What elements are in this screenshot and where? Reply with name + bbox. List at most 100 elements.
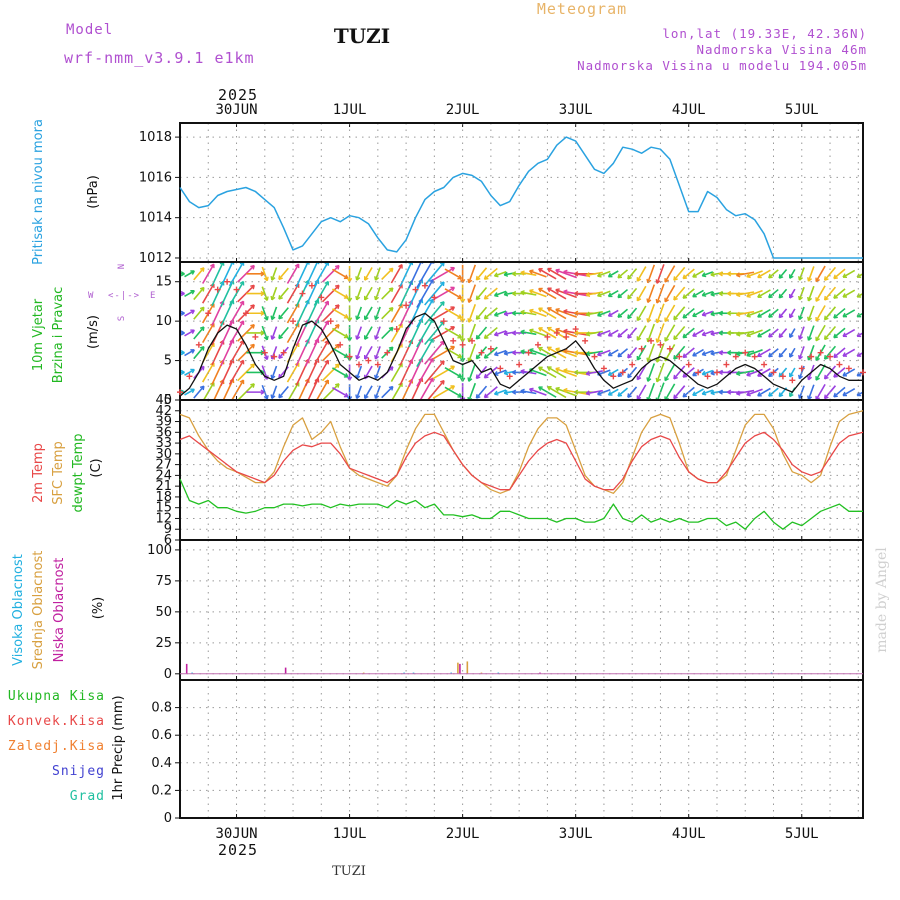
wind-arrow-head	[450, 266, 456, 272]
top-day-label: 30JUN	[215, 102, 257, 118]
wind-arrow-head	[746, 352, 751, 358]
wind-gust-marker	[421, 282, 428, 289]
wind-arrow	[647, 304, 656, 323]
wind-arrow-head	[374, 315, 380, 321]
wind-arrow	[701, 271, 714, 277]
wind-arrow	[746, 388, 763, 396]
wind-arrow-head	[735, 370, 741, 377]
wind-arrow	[701, 330, 714, 336]
wind-arrow-head	[520, 388, 525, 394]
wind-arrow	[304, 262, 319, 288]
temp-ytick-label: 15	[155, 501, 172, 516]
wind-arrow-head	[627, 334, 632, 339]
wind-gust-marker	[648, 337, 655, 344]
wind-arrow-head	[701, 272, 707, 278]
wind-arrow-head	[538, 268, 543, 273]
wind-arrow-head	[199, 306, 205, 312]
wind-arrow-head	[278, 275, 283, 281]
compass-e: E	[150, 291, 156, 301]
wind-arrow-head	[627, 353, 632, 359]
wind-arrow-head	[263, 316, 269, 321]
wind-gust-marker	[591, 353, 598, 360]
wind-arrow	[381, 385, 394, 399]
wind-arrow-head	[538, 346, 543, 352]
wind-arrow-head	[823, 355, 829, 360]
wind-arrow	[184, 349, 195, 357]
wind-arrow	[824, 306, 837, 321]
wind-arrow-head	[529, 328, 534, 334]
wind-ytick-label: 10	[155, 314, 172, 329]
wind-arrow-head	[692, 351, 697, 357]
wind-arrow-head	[833, 333, 838, 339]
temp-ytick-label: 36	[155, 425, 172, 440]
wind-arrow	[416, 262, 433, 289]
wind-arrow-head	[597, 272, 602, 278]
wind-arrow-head	[636, 277, 642, 282]
wind-arrow-head	[701, 390, 707, 396]
wind-arrow-head	[278, 354, 283, 359]
wind-arrow	[746, 368, 763, 377]
wind-arrow	[286, 263, 300, 284]
temp-ytick-label: 9	[164, 522, 172, 537]
wind-arrow	[842, 388, 856, 397]
wind-arrow	[673, 286, 686, 301]
wind-arrow-head	[374, 335, 380, 340]
bottom-day-label: 2JUL	[446, 826, 480, 842]
wind-arrow	[815, 324, 826, 342]
wind-gust-marker	[685, 361, 692, 368]
wind-arrow-head	[278, 314, 283, 320]
pressure-ytick-label: 1016	[139, 170, 172, 185]
wind-arrow	[586, 350, 603, 355]
wind-arrow-head	[636, 316, 642, 322]
wind-gust-marker	[657, 341, 664, 348]
wind-arrow-head	[363, 354, 369, 360]
wind-arrow-head	[617, 332, 623, 338]
wind-arrow	[444, 386, 462, 398]
wind-arrow-head	[429, 377, 434, 383]
wind-arrow	[636, 285, 647, 302]
wind-arrow-head	[710, 350, 715, 356]
temp-ytick-label: 18	[155, 490, 172, 505]
wind-arrow	[608, 309, 619, 317]
wind-arrow-head	[701, 291, 707, 297]
wind-arrow	[304, 338, 319, 367]
wind-gust-marker	[346, 353, 353, 360]
wind-arrow	[355, 286, 363, 301]
wind-gust-marker	[723, 361, 730, 368]
wind-arrow-head	[190, 329, 195, 334]
wind-arrow	[757, 328, 771, 338]
top-day-labels: 30JUN 1JUL 2JUL 3JUL 4JUL 5JUL	[215, 102, 819, 127]
wind-arrow	[520, 311, 537, 316]
wind-arrow	[586, 330, 603, 336]
wind-arrow	[673, 365, 686, 380]
wind-arrow-head	[646, 377, 652, 382]
cloud-axis-title3: Niska Oblacnost	[52, 558, 67, 663]
compass-n: N	[117, 263, 127, 269]
temp-ytick-label: 21	[155, 479, 172, 494]
wind-arrow-head	[718, 389, 723, 395]
wind-arrow	[304, 358, 319, 387]
wind-arrow-head	[597, 331, 602, 337]
wind-arrow	[682, 307, 695, 319]
wind-arrow	[673, 345, 686, 360]
precip-ytick-label: 0	[164, 811, 172, 826]
wind-arrow	[313, 320, 329, 346]
wind-arrow-head	[607, 371, 613, 376]
wind-arrow	[237, 264, 255, 283]
wind-arrow	[184, 388, 195, 396]
wind-arrow	[789, 288, 796, 299]
precip-ytick-label: 0.2	[151, 783, 172, 798]
wind-arrow-head	[682, 274, 688, 280]
wind-arrow	[538, 287, 557, 300]
wind-arrow-head	[673, 374, 678, 380]
wind-arrow	[468, 343, 477, 362]
wind-arrow	[364, 286, 373, 301]
wind-arrow-head	[555, 367, 560, 373]
wind-arrow-head	[655, 298, 661, 304]
top-day-label: 3JUL	[559, 102, 593, 118]
wind-arrow	[597, 369, 611, 376]
wind-arrow	[617, 269, 629, 279]
wind-arrow-head	[250, 324, 255, 329]
wind-arrow-head	[617, 352, 623, 358]
wind-arrow	[374, 326, 381, 340]
